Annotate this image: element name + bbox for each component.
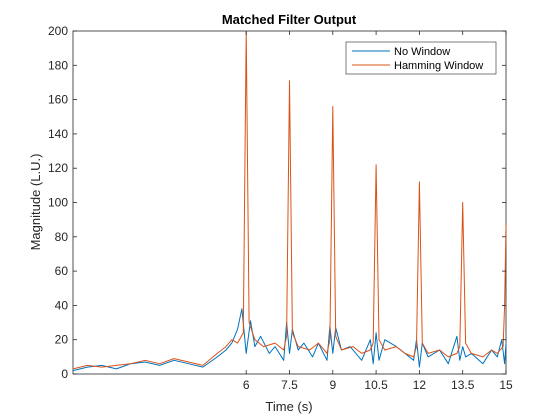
x-axis: 6 7.5 9 10.5 12 13.5 15 xyxy=(243,31,513,392)
plot-area xyxy=(72,30,507,375)
y-axis-label: Magnitude (L.U.) xyxy=(28,154,43,251)
series-layer xyxy=(72,30,507,372)
y-tick-label: 20 xyxy=(55,333,69,347)
legend: No Window Hamming Window xyxy=(345,41,497,75)
y-tick-label: 0 xyxy=(61,367,68,381)
y-tick-label: 140 xyxy=(48,127,68,141)
y-tick-label: 160 xyxy=(48,93,68,107)
x-tick-label: 9 xyxy=(329,378,336,392)
y-tick-label: 60 xyxy=(55,264,69,278)
x-tick-label: 12 xyxy=(413,378,427,392)
x-tick-label: 10.5 xyxy=(364,378,388,392)
legend-label-no-window: No Window xyxy=(394,46,450,58)
series-line-hamming-window xyxy=(72,30,507,370)
y-tick-label: 120 xyxy=(48,161,68,175)
y-tick-label: 80 xyxy=(55,230,69,244)
legend-label-hamming-window: Hamming Window xyxy=(394,60,483,72)
chart-title: Matched Filter Output xyxy=(222,12,357,27)
y-tick-label: 200 xyxy=(48,24,68,38)
legend-box xyxy=(345,41,497,75)
x-tick-label: 6 xyxy=(243,378,250,392)
y-tick-label: 100 xyxy=(48,196,68,210)
y-tick-label: 40 xyxy=(55,298,69,312)
x-axis-label: Time (s) xyxy=(265,399,312,414)
x-tick-label: 7.5 xyxy=(281,378,298,392)
x-tick-label: 13.5 xyxy=(451,378,475,392)
y-axis: 0 20 40 60 80 100 120 140 160 180 200 xyxy=(48,24,506,381)
x-tick-label: 15 xyxy=(499,378,513,392)
y-tick-label: 180 xyxy=(48,58,68,72)
